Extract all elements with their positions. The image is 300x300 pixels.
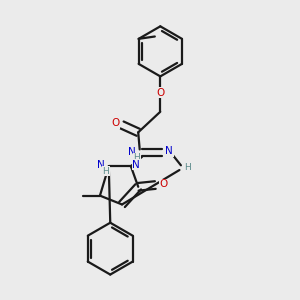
Text: N: N [128, 147, 135, 158]
Text: H: H [134, 153, 140, 162]
Text: O: O [159, 179, 168, 190]
Text: H: H [184, 163, 191, 172]
Text: H: H [103, 167, 109, 176]
Text: N: N [97, 160, 105, 170]
Text: N: N [165, 146, 173, 157]
Text: O: O [111, 118, 120, 128]
Text: O: O [156, 88, 164, 98]
Text: N: N [132, 160, 140, 170]
